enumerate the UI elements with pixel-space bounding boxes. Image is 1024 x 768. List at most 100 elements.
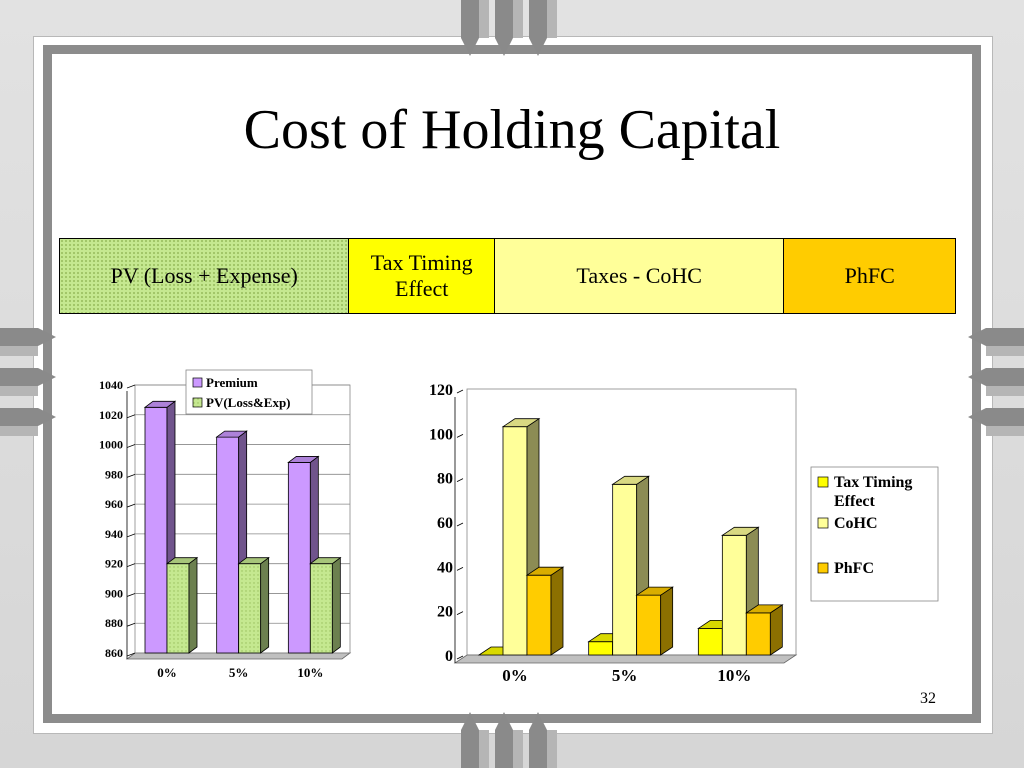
cost-breakdown-strip: PV (Loss + Expense) Tax Timing Effect Ta… bbox=[59, 238, 956, 314]
y-tick-label: 20 bbox=[437, 604, 453, 621]
y-tick bbox=[126, 622, 136, 627]
bar-phfc bbox=[635, 586, 674, 656]
bar-cohc-top bbox=[611, 475, 650, 485]
strip-taxes-cohc: Taxes - CoHC bbox=[495, 239, 785, 313]
legend-swatch bbox=[192, 377, 203, 388]
bar-phfc bbox=[745, 604, 784, 656]
y-tick-label: 1020 bbox=[99, 408, 123, 422]
y-tick-label: 960 bbox=[105, 497, 123, 511]
bar-pv-loss-exp-top bbox=[309, 557, 342, 565]
y-tick-label: 900 bbox=[105, 586, 123, 600]
x-tick-label: 5% bbox=[612, 666, 638, 685]
floor bbox=[125, 652, 352, 660]
bar-tax-timing-front bbox=[697, 627, 723, 656]
y-tick bbox=[456, 611, 464, 616]
legend-label: CoHC bbox=[834, 515, 878, 532]
y-tick bbox=[126, 414, 136, 419]
y-tick-label: 1040 bbox=[99, 378, 123, 392]
y-tick bbox=[456, 478, 464, 483]
bar-phfc-side bbox=[550, 566, 564, 656]
bar-cohc-top bbox=[501, 418, 541, 428]
bar-cohc-front bbox=[612, 483, 638, 656]
y-tick-label: 100 bbox=[429, 426, 453, 443]
y-tick-label: 0 bbox=[445, 648, 453, 665]
bar-pv-loss-exp-top bbox=[165, 557, 199, 565]
bar-premium-front bbox=[216, 436, 240, 654]
strip-tax-timing-effect: Tax Timing Effect bbox=[349, 239, 496, 313]
x-tick-label: 10% bbox=[717, 666, 751, 685]
cost-components-chart: 0 20 40 60 80 100 120 0% 5% 10% Tax Timing Effect Co… bbox=[429, 382, 939, 685]
x-tick-label: 10% bbox=[297, 665, 323, 680]
legend-label: Premium bbox=[206, 375, 258, 390]
bar-cohc bbox=[611, 475, 650, 656]
page-number: 32 bbox=[920, 690, 936, 707]
y-tick-label: 940 bbox=[105, 527, 123, 541]
bar-pv-loss-exp bbox=[309, 556, 342, 654]
x-tick-label: 0% bbox=[502, 666, 528, 685]
bar-phfc-front bbox=[526, 574, 552, 656]
y-tick bbox=[456, 566, 464, 571]
y-tick bbox=[126, 473, 136, 478]
left-decoration bbox=[0, 328, 56, 436]
bar-phfc-front bbox=[636, 594, 662, 656]
bar-phfc bbox=[525, 566, 565, 656]
legend-label: Tax Timing bbox=[834, 474, 912, 491]
legend-label: PV(Loss&Exp) bbox=[206, 395, 291, 410]
legend-swatch bbox=[192, 397, 203, 408]
y-tick-label: 60 bbox=[437, 515, 453, 532]
legend-box bbox=[810, 466, 939, 602]
y-tick bbox=[126, 652, 136, 657]
legend-box bbox=[185, 369, 313, 415]
slide-title: Cost of Holding Capital bbox=[243, 99, 781, 161]
legend-label: PhFC bbox=[834, 560, 874, 577]
y-tick bbox=[126, 384, 136, 389]
bar-pv-loss-exp-front bbox=[238, 563, 262, 654]
bar-cohc-front bbox=[721, 534, 747, 656]
y-tick-label: 40 bbox=[437, 559, 453, 576]
legend: Tax Timing Effect CoHC PhFC bbox=[810, 466, 939, 602]
top-decoration bbox=[461, 0, 557, 56]
bar-phfc-top bbox=[635, 586, 674, 596]
y-tick bbox=[456, 522, 464, 527]
y-tick-label: 80 bbox=[437, 471, 453, 488]
bar-premium-front bbox=[144, 406, 168, 654]
bar-premium-front bbox=[287, 462, 311, 654]
legend-swatch bbox=[817, 476, 829, 488]
bar-cohc-front bbox=[502, 426, 528, 656]
bar-phfc-side bbox=[660, 586, 674, 656]
bar-pv-loss-exp bbox=[237, 556, 270, 654]
bar-pv-loss-exp-top bbox=[237, 557, 270, 565]
y-tick-label: 120 bbox=[429, 382, 453, 399]
legend-swatch bbox=[817, 517, 829, 529]
legend-label: Effect bbox=[834, 493, 876, 510]
y-tick-label: 1000 bbox=[99, 438, 123, 452]
bar-pv-loss-exp-side bbox=[260, 556, 270, 654]
y-tick-label: 980 bbox=[105, 467, 123, 481]
y-tick bbox=[126, 503, 136, 508]
bar-pv-loss-exp-front bbox=[309, 563, 333, 654]
bottom-decoration bbox=[461, 712, 557, 768]
strip-phfc: PhFC bbox=[784, 239, 956, 313]
y-tick-label: 860 bbox=[105, 646, 123, 660]
bar-pv-loss-exp-side bbox=[188, 556, 198, 654]
strip-pv-loss-expense: PV (Loss + Expense) bbox=[60, 239, 350, 313]
bar-premium-top bbox=[215, 430, 248, 438]
bar-tax-timing-front bbox=[588, 641, 614, 656]
legend-swatch bbox=[817, 562, 829, 574]
y-tick bbox=[126, 444, 136, 448]
y-tick-label: 920 bbox=[105, 557, 123, 571]
right-decoration bbox=[968, 328, 1024, 436]
premium-vs-pv-chart: 860 880 900 920 940 960 980 1000 1020 1040 0% 5% 10%… bbox=[99, 369, 352, 680]
bar-phfc-top bbox=[745, 604, 784, 614]
bar-phfc-top bbox=[525, 566, 565, 576]
y-tick bbox=[456, 433, 464, 438]
bar-pv-loss-exp-front bbox=[166, 563, 190, 654]
bar-premium-top bbox=[287, 456, 320, 463]
bar-phfc-side bbox=[769, 604, 783, 656]
bar-pv-loss-exp-side bbox=[331, 556, 341, 654]
y-tick-label: 880 bbox=[105, 616, 123, 630]
bar-premium-top bbox=[143, 400, 177, 408]
bar-pv-loss-exp bbox=[165, 556, 199, 654]
y-tick bbox=[456, 655, 464, 660]
bar-cohc bbox=[721, 526, 760, 656]
